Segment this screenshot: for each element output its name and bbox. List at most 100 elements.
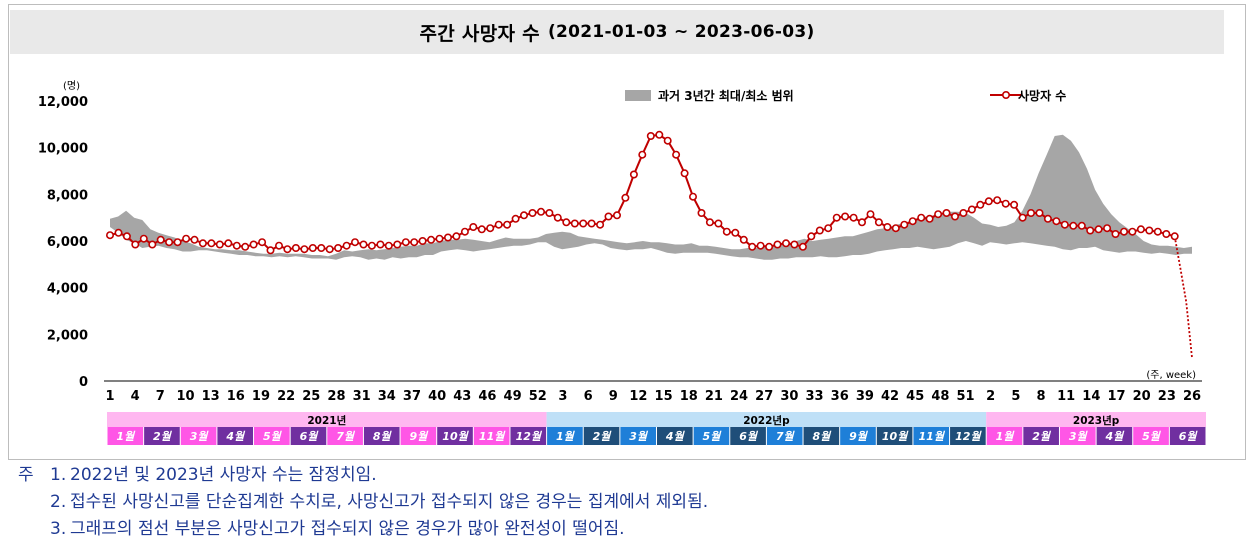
data-point bbox=[156, 235, 165, 244]
x-tick-label: 42 bbox=[881, 389, 899, 404]
x-tick-label: 10 bbox=[176, 389, 194, 404]
data-point bbox=[106, 231, 115, 240]
x-tick-label: 27 bbox=[755, 389, 773, 404]
data-point bbox=[570, 219, 579, 228]
x-tick-label: 46 bbox=[478, 389, 496, 404]
month-cell bbox=[693, 427, 730, 445]
data-point bbox=[950, 212, 959, 221]
y-tick-label: 10,000 bbox=[38, 142, 88, 157]
chart-title: 주간 사망자 수 (2021-01-03 ~ 2023-06-03) bbox=[10, 10, 1224, 54]
footnote-2: 2. 접수된 사망신고를 단순집계한 수치로, 사망신고가 접수되지 않은 경우… bbox=[18, 489, 1238, 516]
data-point bbox=[815, 226, 824, 235]
footnote-text: 2022년 및 2023년 사망자 수는 잠정치임. bbox=[70, 465, 377, 485]
data-point bbox=[807, 232, 816, 241]
month-cell bbox=[730, 427, 766, 445]
data-point bbox=[781, 239, 790, 248]
data-point bbox=[165, 238, 174, 247]
data-point bbox=[350, 238, 359, 247]
data-point bbox=[401, 238, 410, 247]
data-point bbox=[1170, 232, 1179, 241]
x-tick-label: 6 bbox=[584, 389, 593, 404]
x-tick-label: 51 bbox=[956, 389, 974, 404]
x-tick-label: 14 bbox=[1082, 389, 1100, 404]
month-label: 6월 bbox=[300, 430, 320, 443]
data-point bbox=[908, 217, 917, 226]
month-cell bbox=[437, 427, 473, 445]
data-point bbox=[139, 234, 148, 243]
footnote-number: 2. bbox=[50, 492, 67, 512]
x-tick-label: 52 bbox=[529, 389, 547, 404]
data-point bbox=[587, 219, 596, 228]
data-point bbox=[1162, 230, 1171, 239]
month-label: 11월 bbox=[479, 430, 506, 443]
month-cell bbox=[144, 427, 180, 445]
month-cell bbox=[583, 427, 620, 445]
month-label: 1월 bbox=[996, 430, 1016, 443]
month-label: 3월 bbox=[629, 430, 649, 443]
data-point bbox=[334, 244, 343, 253]
data-point bbox=[748, 242, 757, 251]
data-point bbox=[249, 240, 258, 249]
x-tick-label: 31 bbox=[353, 389, 371, 404]
footnote-number: 1. bbox=[50, 465, 67, 485]
data-point bbox=[1001, 199, 1010, 208]
x-tick-label: 22 bbox=[277, 389, 295, 404]
month-label: 10월 bbox=[882, 430, 909, 443]
x-tick-label: 8 bbox=[1036, 389, 1045, 404]
x-tick-label: 9 bbox=[609, 389, 618, 404]
footnote-prefix: 주 bbox=[18, 465, 34, 485]
x-tick-label: 12 bbox=[629, 389, 647, 404]
data-point bbox=[1060, 220, 1069, 229]
data-point bbox=[705, 218, 714, 227]
data-point bbox=[232, 241, 241, 250]
month-cell bbox=[327, 427, 363, 445]
x-tick-label: 34 bbox=[378, 389, 396, 404]
month-label: 8월 bbox=[812, 430, 832, 443]
data-point bbox=[680, 169, 689, 178]
data-point bbox=[891, 224, 900, 233]
data-point bbox=[1086, 226, 1095, 235]
data-point bbox=[367, 241, 376, 250]
data-point bbox=[629, 170, 638, 179]
data-point bbox=[291, 244, 300, 253]
data-point bbox=[545, 209, 554, 218]
month-label: 7월 bbox=[336, 430, 356, 443]
data-point bbox=[1128, 227, 1137, 236]
data-point bbox=[1094, 225, 1103, 234]
month-label: 9월 bbox=[849, 430, 869, 443]
data-point bbox=[874, 218, 883, 227]
data-point bbox=[849, 213, 858, 222]
data-point bbox=[393, 240, 402, 249]
data-point bbox=[173, 238, 182, 247]
month-cell bbox=[473, 427, 510, 445]
data-point bbox=[714, 219, 723, 228]
legend-line-marker bbox=[1001, 91, 1010, 100]
month-label: 1월 bbox=[116, 430, 136, 443]
data-point bbox=[266, 246, 275, 255]
month-cell bbox=[766, 427, 803, 445]
month-cell bbox=[107, 427, 144, 445]
month-label: 6월 bbox=[1179, 430, 1199, 443]
legend-line-label: 사망자 수 bbox=[1018, 88, 1066, 103]
x-tick-label: 25 bbox=[302, 389, 320, 404]
data-point bbox=[1153, 227, 1162, 236]
y-tick-label: 0 bbox=[79, 375, 88, 390]
data-point bbox=[477, 225, 486, 234]
data-point bbox=[663, 136, 672, 145]
data-point bbox=[1069, 221, 1078, 230]
data-point bbox=[1103, 224, 1112, 233]
y-tick-label: 2,000 bbox=[47, 328, 88, 343]
data-point bbox=[1043, 214, 1052, 223]
x-tick-label: 17 bbox=[1107, 389, 1125, 404]
data-point bbox=[1077, 221, 1086, 230]
data-point bbox=[443, 233, 452, 242]
month-label: 12월 bbox=[955, 430, 982, 443]
data-point bbox=[511, 214, 520, 223]
month-label: 3월 bbox=[1069, 430, 1089, 443]
y-tick-label: 12,000 bbox=[38, 95, 88, 110]
data-point bbox=[384, 241, 393, 250]
data-point bbox=[857, 218, 866, 227]
data-point bbox=[984, 197, 993, 206]
data-point bbox=[579, 219, 588, 228]
data-point bbox=[1120, 227, 1129, 236]
